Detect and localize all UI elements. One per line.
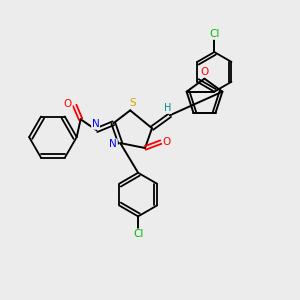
Text: O: O xyxy=(64,99,72,110)
Text: Cl: Cl xyxy=(133,229,143,239)
Text: O: O xyxy=(163,137,171,147)
Text: N: N xyxy=(110,139,117,149)
Text: Cl: Cl xyxy=(209,29,220,39)
Text: O: O xyxy=(200,67,208,77)
Text: S: S xyxy=(130,98,136,108)
Text: H: H xyxy=(164,103,172,113)
Text: N: N xyxy=(92,119,99,129)
